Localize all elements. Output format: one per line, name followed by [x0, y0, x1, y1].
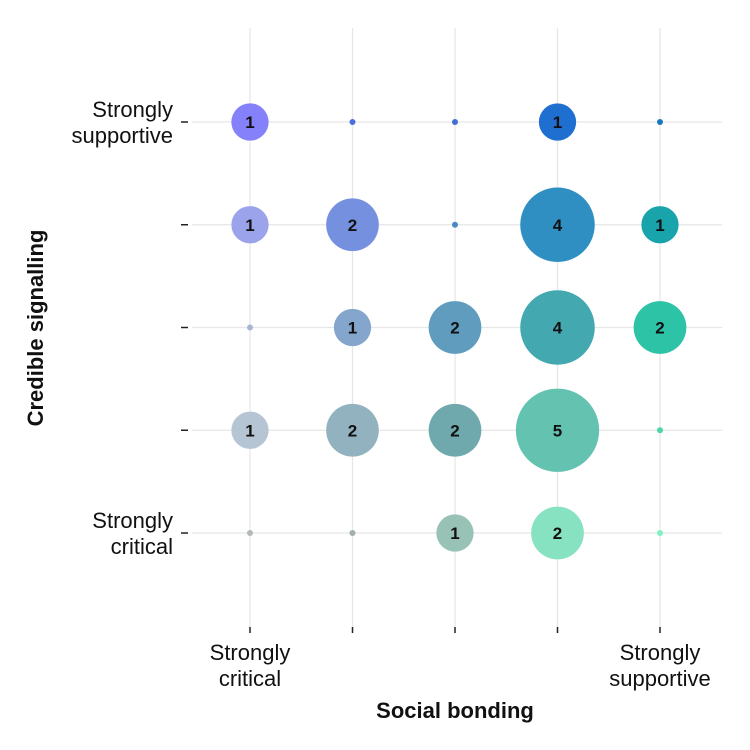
bubble-count-label: 2 — [348, 421, 357, 440]
x-tick-label: Strongly supportive — [609, 640, 711, 691]
axis-ticks — [181, 121, 661, 633]
bubble — [349, 530, 356, 536]
bubble — [247, 324, 253, 331]
bubble — [531, 506, 584, 560]
bubble — [641, 206, 679, 244]
bubble-count-label: 1 — [655, 216, 664, 235]
bubble — [515, 388, 600, 472]
tick-labels: Strongly critical Strongly supportive Strong… — [71, 97, 710, 691]
bubble — [520, 290, 595, 365]
bubble-count-label: 2 — [553, 524, 562, 543]
bubble — [657, 427, 663, 434]
bubble — [231, 206, 269, 244]
bubble — [428, 403, 482, 457]
bubble — [452, 119, 458, 125]
bubble — [657, 119, 663, 125]
bubble — [538, 103, 577, 141]
bubble-count-label: 1 — [348, 319, 357, 338]
y-tick-label: Strongly critical — [92, 508, 173, 559]
bubble — [633, 301, 687, 354]
bubble — [520, 187, 595, 262]
bubble — [349, 119, 356, 125]
bubble-count-label: 5 — [553, 421, 562, 440]
bubble-count-label: 4 — [553, 319, 563, 338]
bubble — [326, 403, 379, 457]
bubble — [428, 301, 482, 354]
bubble — [231, 411, 269, 449]
bubble-count-label: 2 — [348, 216, 357, 235]
y-axis-title: Credible signalling — [23, 230, 48, 427]
bubble — [247, 530, 253, 536]
bubble — [326, 198, 379, 252]
bubble — [436, 514, 474, 552]
y-tick-label: Strongly supportive — [71, 97, 173, 148]
bubble-count-label: 1 — [553, 113, 562, 132]
x-axis-title: Social bonding — [376, 698, 534, 723]
bubble-count-label: 1 — [245, 421, 254, 440]
x-tick-label: Strongly critical — [210, 640, 291, 691]
bubble — [657, 530, 663, 536]
bubble-count-label: 4 — [553, 216, 563, 235]
bubble — [333, 308, 372, 347]
bubble-count-label: 1 — [245, 113, 254, 132]
bubble-count-label: 2 — [450, 421, 459, 440]
bubble-count-label: 2 — [450, 319, 459, 338]
bubble — [452, 221, 458, 228]
bubble-count-label: 1 — [245, 216, 254, 235]
bubble-count-label: 1 — [450, 524, 459, 543]
bubble — [231, 103, 269, 141]
bubble-count-label: 2 — [655, 319, 664, 338]
bubbles: 1 1 1 2 4 1 1 2 4 2 1 2 2 5 1 2 — [231, 103, 687, 560]
